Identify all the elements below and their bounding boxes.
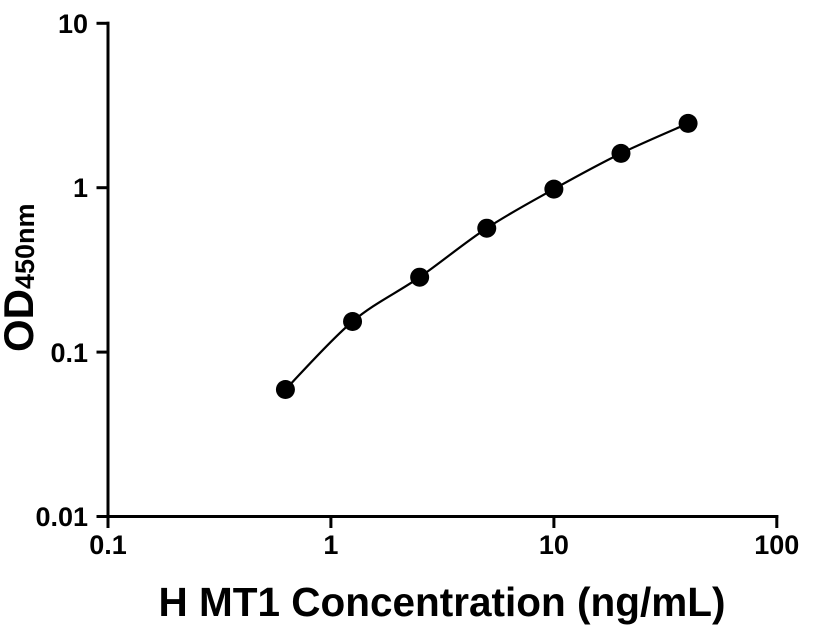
svg-text:100: 100 [754,530,799,560]
svg-text:0.01: 0.01 [35,502,88,532]
svg-text:1: 1 [323,530,338,560]
svg-text:10: 10 [58,9,88,39]
svg-text:1: 1 [73,173,88,203]
svg-text:0.1: 0.1 [89,530,127,560]
svg-text:10: 10 [539,530,569,560]
svg-text:0.1: 0.1 [50,338,88,368]
svg-text:H MT1 Concentration (ng/mL): H MT1 Concentration (ng/mL) [159,579,726,625]
